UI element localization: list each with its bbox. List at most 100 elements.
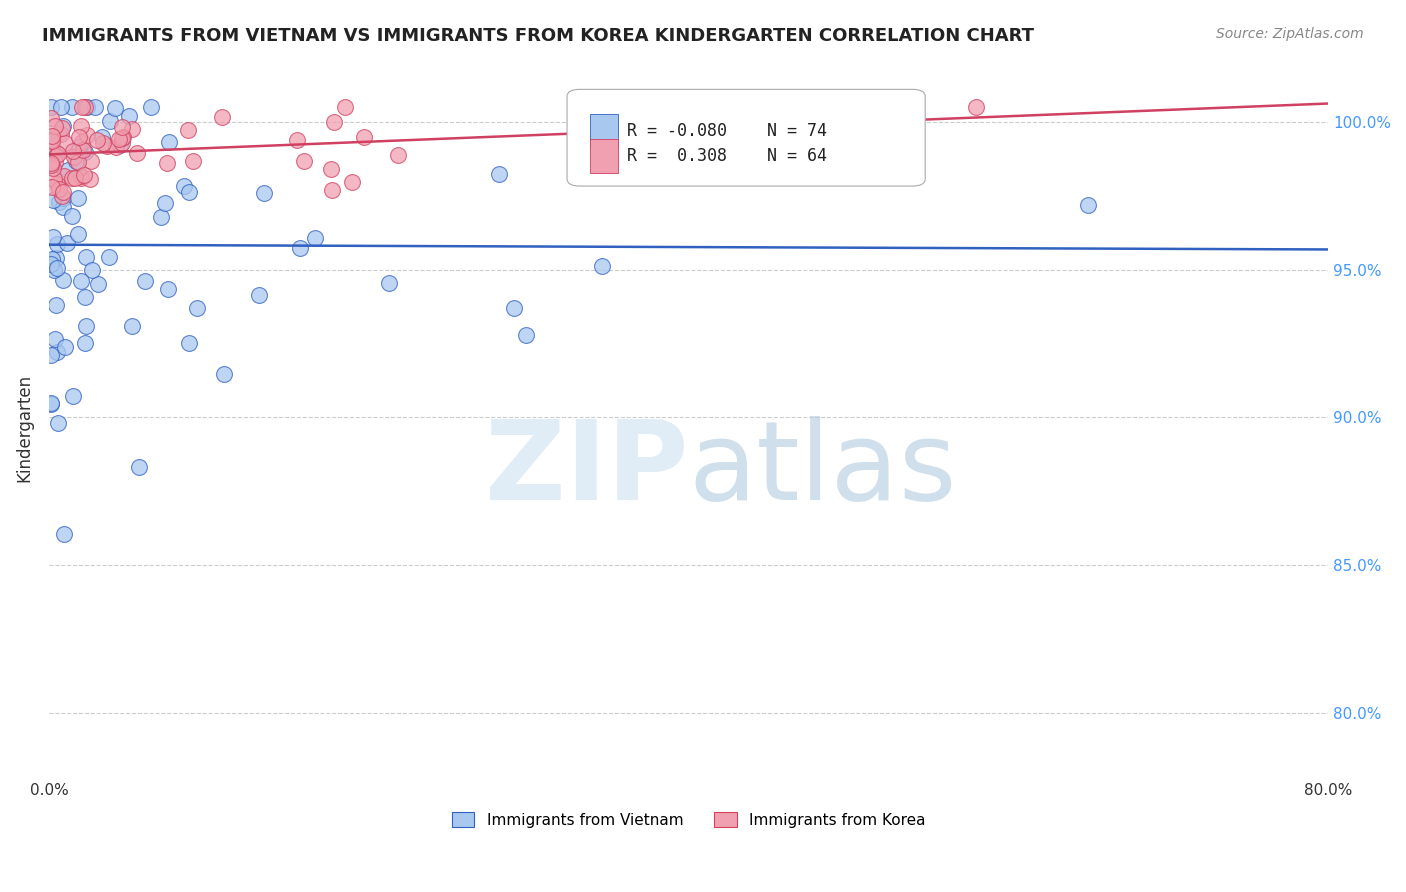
Point	[51, 189, 73, 203]
Point	[156, 155, 179, 169]
Point	[82, 263, 104, 277]
Point	[134, 275, 156, 289]
Point	[90, 130, 112, 145]
Point	[45, 148, 67, 162]
Text: R =  0.308    N = 64: R = 0.308 N = 64	[627, 147, 827, 165]
Point	[340, 175, 363, 189]
Text: R = -0.080    N = 74: R = -0.080 N = 74	[627, 121, 827, 140]
Point	[46, 236, 69, 251]
Point	[49, 100, 72, 114]
Point	[52, 527, 75, 541]
Point	[39, 348, 62, 362]
Point	[70, 171, 93, 186]
Point	[52, 169, 75, 183]
Point	[48, 194, 70, 209]
Point	[60, 100, 83, 114]
Point	[67, 140, 90, 154]
Point	[79, 153, 101, 168]
Point	[72, 143, 94, 157]
Point	[62, 388, 84, 402]
Point	[51, 120, 73, 135]
Point	[591, 260, 613, 274]
Point	[52, 200, 75, 214]
Point	[46, 344, 69, 359]
Point	[52, 120, 75, 134]
Point	[87, 277, 110, 291]
Point	[128, 460, 150, 475]
Text: IMMIGRANTS FROM VIETNAM VS IMMIGRANTS FROM KOREA KINDERGARTEN CORRELATION CHART: IMMIGRANTS FROM VIETNAM VS IMMIGRANTS FR…	[42, 27, 1035, 45]
Point	[45, 145, 67, 159]
Point	[111, 130, 134, 145]
Point	[56, 163, 79, 178]
Point	[46, 178, 69, 192]
Point	[75, 250, 97, 264]
Point	[60, 210, 83, 224]
Point	[62, 144, 84, 158]
Point	[53, 136, 76, 150]
Point	[42, 161, 65, 175]
Point	[44, 332, 66, 346]
Point	[67, 130, 90, 145]
Point	[69, 274, 91, 288]
Point	[46, 260, 69, 275]
Point	[41, 140, 63, 154]
Point	[75, 145, 97, 159]
Point	[177, 185, 200, 199]
Point	[48, 182, 70, 196]
Point	[39, 155, 62, 169]
Point	[111, 120, 134, 134]
Point	[52, 190, 75, 204]
Text: atlas: atlas	[689, 417, 957, 524]
Point	[75, 100, 97, 114]
Point	[39, 100, 62, 114]
Point	[79, 172, 101, 186]
Point	[319, 161, 342, 176]
FancyBboxPatch shape	[591, 139, 619, 173]
Point	[322, 115, 344, 129]
Point	[177, 336, 200, 351]
Point	[288, 241, 311, 255]
Point	[353, 129, 375, 144]
Point	[52, 273, 75, 287]
Point	[70, 119, 93, 133]
Point	[44, 155, 66, 169]
Point	[335, 100, 357, 114]
Point	[39, 111, 62, 125]
Point	[186, 301, 208, 315]
Point	[121, 121, 143, 136]
Point	[84, 100, 107, 114]
Point	[41, 128, 63, 143]
Text: ZIP: ZIP	[485, 417, 689, 524]
Point	[177, 123, 200, 137]
Point	[96, 138, 118, 153]
Point	[118, 109, 141, 123]
Point	[76, 100, 98, 114]
Point	[121, 319, 143, 334]
Legend: Immigrants from Vietnam, Immigrants from Korea: Immigrants from Vietnam, Immigrants from…	[446, 805, 932, 834]
Point	[105, 140, 128, 154]
Point	[156, 282, 179, 296]
Point	[39, 257, 62, 271]
Point	[211, 111, 233, 125]
Point	[41, 134, 63, 148]
Point	[212, 367, 235, 381]
Point	[153, 196, 176, 211]
Point	[39, 396, 62, 410]
Point	[66, 227, 89, 242]
Point	[42, 171, 65, 186]
Point	[1077, 198, 1099, 212]
Point	[70, 169, 93, 184]
Point	[65, 153, 87, 168]
Point	[73, 290, 96, 304]
Point	[41, 230, 63, 244]
Point	[387, 148, 409, 162]
Point	[52, 186, 75, 200]
Point	[53, 340, 76, 354]
Point	[39, 133, 62, 147]
Point	[157, 135, 180, 149]
Point	[46, 417, 69, 431]
Point	[488, 167, 510, 181]
Point	[150, 210, 173, 224]
Point	[86, 133, 108, 147]
Point	[100, 114, 122, 128]
